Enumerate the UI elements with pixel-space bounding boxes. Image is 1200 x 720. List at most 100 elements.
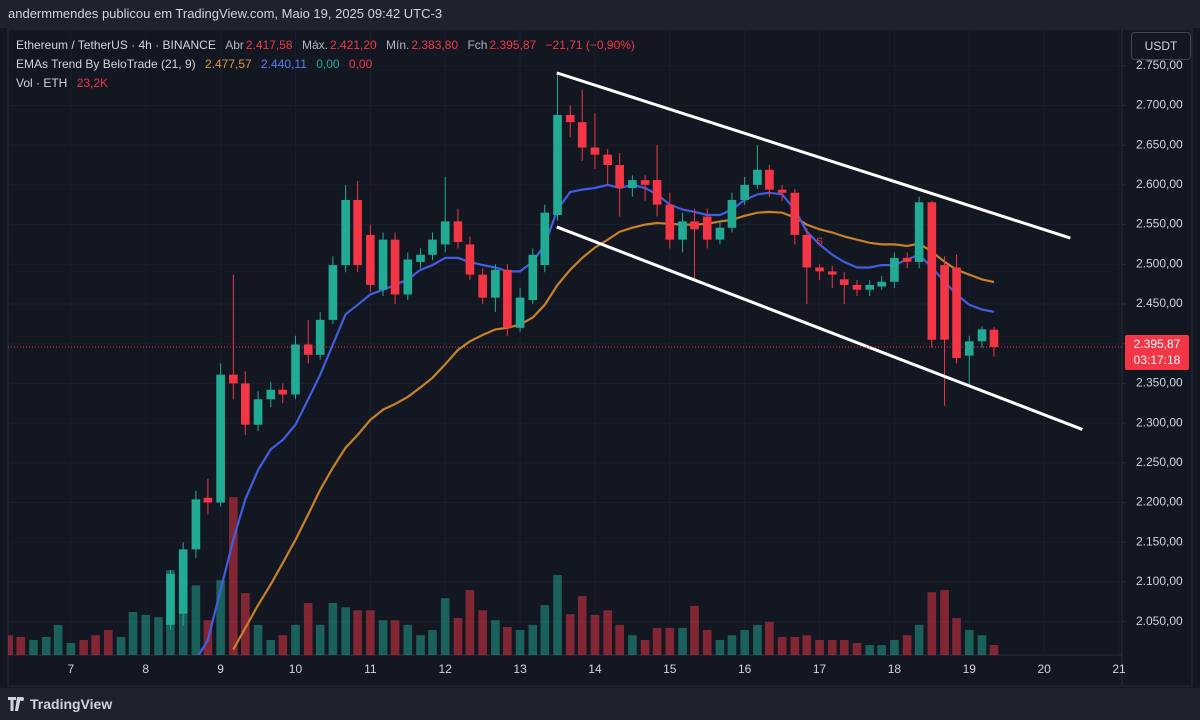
candle-body	[515, 297, 525, 328]
candle-body	[740, 184, 749, 200]
candle-body	[191, 499, 201, 550]
volume-bar	[428, 630, 437, 655]
trendline	[556, 225, 1083, 431]
volume-bar	[802, 635, 812, 655]
y-tick-label: 2.050,00	[1136, 614, 1183, 628]
currency-button[interactable]: USDT	[1131, 32, 1191, 60]
symbol: Ethereum / TetherUS · 4h · BINANCE	[16, 38, 216, 52]
volume-bar	[777, 636, 787, 655]
legend-row: Vol · ETH 23,2K	[16, 74, 635, 93]
annotation: S	[816, 237, 823, 248]
candle-body	[715, 227, 725, 240]
volume-bar	[790, 636, 800, 655]
candle-body	[902, 257, 912, 262]
candle-body	[366, 234, 375, 285]
volume-bar	[16, 636, 26, 655]
volume-bar	[328, 602, 338, 655]
y-tick-label: 2.500,00	[1136, 256, 1183, 270]
volume-bar	[977, 635, 987, 655]
volume-bar	[565, 614, 575, 655]
candle-body	[565, 114, 575, 123]
volume-bar	[603, 610, 612, 655]
y-tick-label: 2.200,00	[1136, 495, 1183, 509]
volume-bar	[229, 497, 238, 655]
legend-row: EMAs Trend By BeloTrade (21, 9) 2.477,57…	[16, 55, 635, 74]
volume-bar	[104, 630, 113, 655]
volume-bar	[702, 630, 712, 655]
y-tick-label: 2.600,00	[1136, 177, 1183, 191]
candle-body	[453, 221, 463, 243]
ema-slow-value: 2.477,57	[204, 57, 252, 71]
candle-body	[753, 169, 762, 185]
candle-body	[216, 374, 225, 503]
candle-body	[702, 216, 712, 240]
volume-bar	[615, 624, 624, 655]
candle-body	[528, 254, 538, 301]
y-tick-label: 2.100,00	[1136, 574, 1183, 588]
candle-body	[315, 319, 325, 355]
candle-body	[777, 189, 787, 193]
volume-label: Vol · ETH	[16, 76, 68, 90]
extra-value: 0,00	[348, 57, 373, 71]
candle-body	[253, 399, 263, 425]
y-tick-label: 2.350,00	[1136, 376, 1183, 390]
volume-bar	[902, 635, 912, 655]
volume-bar	[79, 639, 88, 655]
candle-body	[553, 114, 562, 216]
candle-body	[278, 389, 288, 395]
top-bar: andermmendes publicou em TradingView.com…	[0, 0, 1200, 28]
candle-body	[927, 202, 937, 340]
volume-bar	[665, 627, 675, 655]
candle-body	[865, 284, 875, 290]
volume-bar	[952, 618, 961, 655]
candle-body	[603, 154, 612, 166]
x-tick-label: 15	[663, 662, 677, 676]
ema-fast-value: 2.440,11	[261, 57, 307, 71]
volume-bar	[528, 624, 538, 655]
candle-body	[241, 383, 250, 425]
brand[interactable]: TradingView	[30, 696, 113, 712]
candle-body	[577, 122, 587, 148]
volume-bar	[478, 610, 487, 655]
volume-bar	[553, 575, 562, 655]
volume-bar	[839, 639, 849, 655]
x-tick-label: 17	[813, 662, 827, 676]
volume-bar	[690, 605, 699, 655]
candle-body	[378, 239, 388, 290]
candle-body	[403, 259, 413, 295]
volume-bar	[640, 639, 650, 655]
y-tick-label: 2.650,00	[1136, 137, 1183, 151]
candle-body	[229, 374, 238, 384]
candle-body	[266, 389, 276, 400]
volume-bar	[353, 610, 362, 655]
volume-bar	[29, 639, 38, 655]
volume-bar	[253, 624, 263, 655]
x-tick-label: 21	[1112, 662, 1126, 676]
candle-body	[178, 549, 188, 614]
volume-bar	[403, 624, 413, 655]
trendline	[556, 71, 1071, 240]
candle-body	[390, 239, 400, 295]
close-label: Fch	[467, 38, 488, 52]
volume-bar	[154, 617, 163, 655]
close-value: 2.395,87	[489, 38, 537, 52]
ema-line	[197, 183, 995, 655]
x-tick-label: 7	[68, 662, 75, 676]
candle-body	[877, 281, 886, 287]
candle-body	[839, 279, 849, 285]
change: −21,71 (−0,90%)	[545, 38, 635, 52]
volume-bar	[440, 598, 450, 655]
bottom-bar: TradingView	[0, 688, 1200, 720]
candle-body	[303, 344, 313, 355]
candle-body	[341, 199, 350, 266]
volume-bar	[91, 635, 100, 655]
candle-body	[166, 573, 175, 625]
candle-body	[914, 202, 924, 262]
volume-bar	[53, 624, 63, 655]
volume-bar	[652, 627, 662, 655]
volume-bar	[378, 620, 388, 655]
volume-bar	[827, 639, 837, 655]
volume-bar	[41, 636, 51, 655]
volume-bar	[753, 624, 762, 655]
